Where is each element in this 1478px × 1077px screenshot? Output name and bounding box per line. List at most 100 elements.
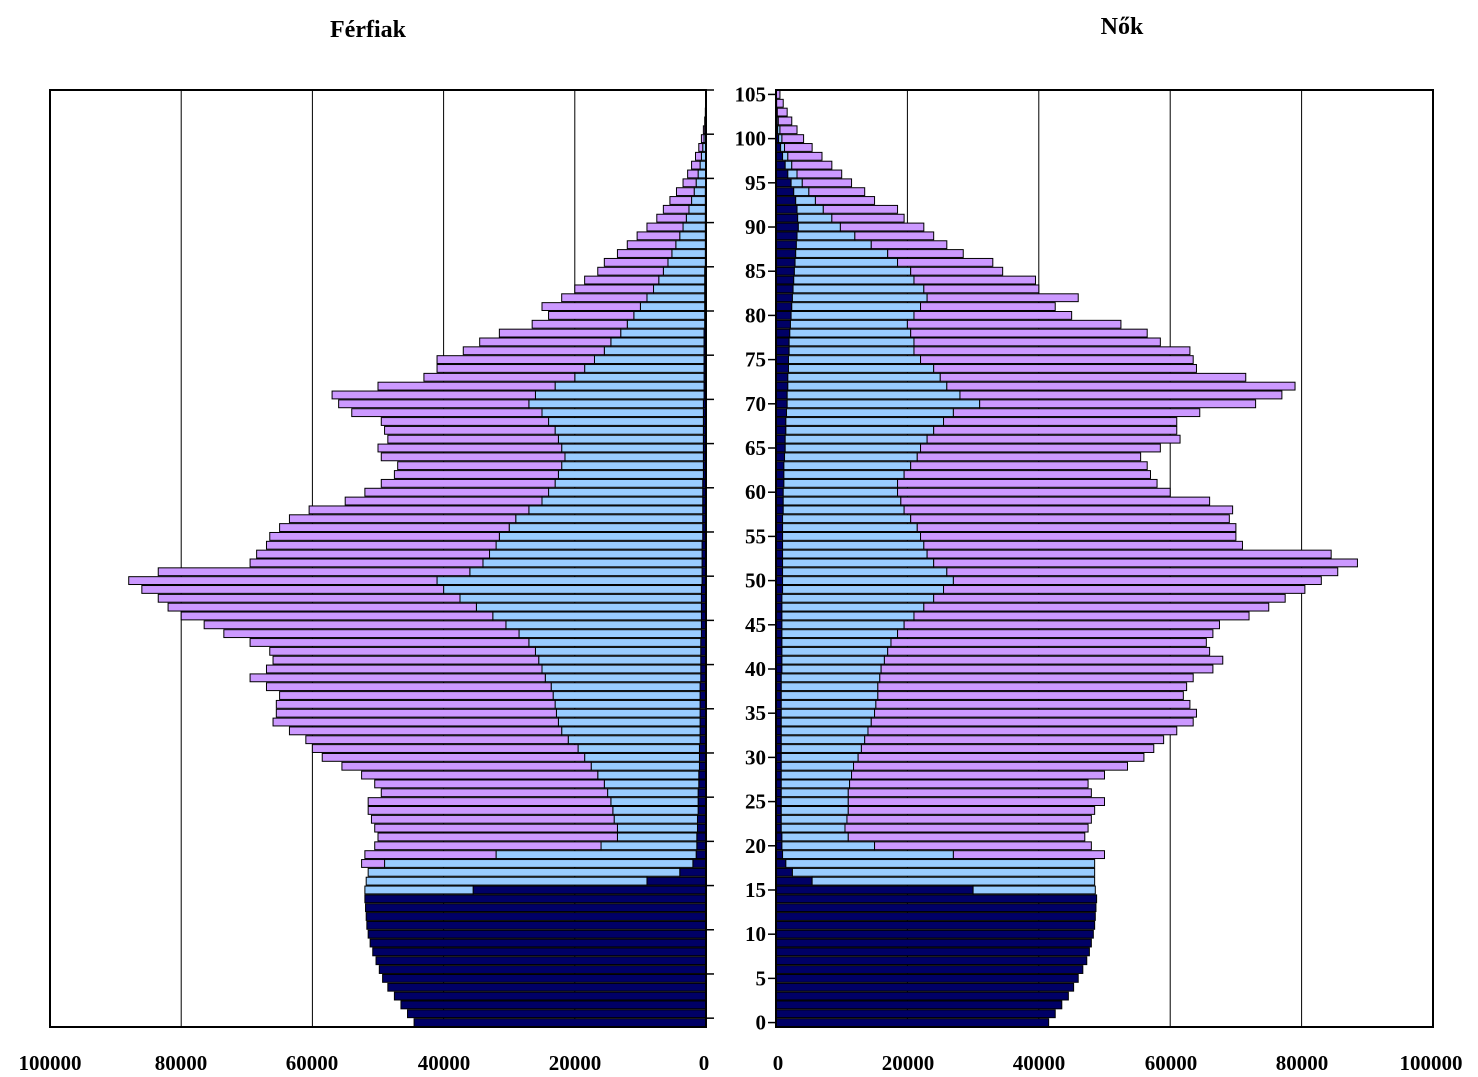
male-bar-segment	[548, 487, 704, 497]
female-bar-segment	[796, 169, 843, 179]
female-bar-segment	[785, 417, 945, 426]
female-bar-segment	[775, 302, 793, 311]
female-xtick-label: 20000	[882, 1051, 935, 1075]
male-bar-segment	[369, 938, 707, 948]
male-bar-segment	[697, 788, 707, 798]
female-bar-segment	[897, 487, 1171, 497]
male-bar-segment	[593, 355, 705, 365]
female-xtick-label: 80000	[1276, 1051, 1329, 1075]
male-bar-segment	[508, 523, 704, 532]
male-bar-segment	[413, 1018, 707, 1028]
female-panel-title: Nők	[1101, 14, 1144, 40]
female-bar-segment	[903, 470, 1151, 479]
female-bar-segment	[780, 806, 849, 815]
female-bar-segment	[794, 257, 899, 267]
female-bar-segment	[793, 275, 915, 285]
male-bar-segment	[382, 973, 707, 983]
male-bar-segment	[538, 655, 702, 665]
male-bar-segment	[374, 841, 602, 851]
female-bar-segment	[780, 682, 879, 692]
female-bar-segment	[926, 549, 1332, 559]
female-bar-segment	[913, 275, 1037, 285]
female-bar-segment	[775, 417, 787, 426]
male-bar-segment	[693, 187, 706, 197]
female-bar-segment	[775, 364, 789, 373]
female-bar-segment	[782, 558, 935, 568]
male-bar-segment	[370, 814, 615, 824]
male-bar-segment	[223, 629, 520, 639]
female-bar-segment	[926, 293, 1079, 303]
female-bar-segment	[849, 779, 1089, 789]
male-bar-segment	[495, 850, 697, 860]
female-bar-segment	[775, 912, 1096, 921]
female-bar-segment	[775, 973, 1079, 983]
female-bar-segment	[775, 390, 788, 400]
age-tick-label: 20	[745, 834, 766, 858]
female-bar-segment	[791, 302, 922, 311]
female-bar-segment	[780, 717, 872, 727]
male-bar-segment	[597, 266, 664, 276]
female-bar-segment	[920, 302, 1056, 311]
female-bar-segment	[781, 611, 915, 621]
male-bar-segment	[557, 717, 701, 727]
female-bar-segment	[775, 275, 795, 285]
male-bar-segment	[607, 788, 699, 798]
female-bar-segment	[775, 266, 795, 276]
male-bar-segment	[311, 744, 579, 753]
female-bar-segment	[780, 779, 851, 789]
male-bar-segment	[384, 425, 556, 435]
female-bar-segment	[787, 151, 823, 161]
female-bar-segment	[775, 160, 786, 170]
female-bar-segment	[775, 187, 795, 197]
female-bar-segment	[775, 408, 788, 418]
male-bar-segment	[603, 257, 669, 267]
age-tick-label: 75	[745, 348, 766, 372]
male-bar-segment	[475, 602, 702, 612]
male-bar-segment	[662, 266, 706, 276]
female-bar-segment	[775, 372, 789, 382]
male-bar-segment	[375, 956, 707, 966]
male-bar-segment	[679, 231, 706, 241]
female-bar-segment	[860, 744, 1155, 753]
male-bar-segment	[675, 240, 706, 250]
male-bar-segment	[482, 558, 703, 568]
female-bar-segment	[780, 770, 853, 780]
age-tick-label: 45	[745, 613, 766, 637]
male-bar-segment	[646, 293, 706, 303]
female-bar-segment	[883, 655, 1224, 665]
male-bar-segment	[555, 708, 701, 718]
male-bar-segment	[479, 337, 612, 347]
male-bar-segment	[662, 204, 690, 214]
female-xtick-label: 60000	[1145, 1051, 1198, 1075]
male-bar-segment	[584, 275, 660, 285]
male-bar-segment	[351, 408, 543, 418]
female-bar-segment	[786, 399, 981, 409]
male-bar-segment	[697, 806, 707, 815]
female-bar-segment	[874, 708, 1197, 718]
male-bar-segment	[541, 664, 702, 674]
male-bar-segment	[554, 699, 701, 709]
male-bar-segment	[380, 788, 609, 798]
male-plot-frame	[49, 89, 707, 1028]
female-bar-segment	[782, 496, 902, 506]
female-bar-segment	[775, 903, 1097, 913]
female-bar-segment	[787, 381, 948, 391]
female-bar-segment	[847, 832, 1086, 842]
male-bar-segment	[667, 257, 706, 267]
male-bar-segment	[374, 779, 605, 789]
male-bar-segment	[698, 779, 707, 789]
female-bar-segment	[784, 434, 928, 444]
female-bar-segment	[877, 682, 1188, 692]
male-bar-segment	[669, 196, 693, 205]
male-bar-segment	[495, 540, 703, 550]
female-bar-segment	[933, 593, 1286, 603]
male-bar-segment	[249, 638, 530, 647]
age-tick-label: 95	[745, 171, 766, 195]
male-bar-segment	[167, 602, 477, 612]
male-bar-segment	[557, 470, 704, 479]
male-xtick-label: 80000	[155, 1051, 208, 1075]
female-bar-segment	[880, 664, 1214, 674]
male-bar-segment	[361, 770, 599, 780]
age-tick-label: 65	[745, 436, 766, 460]
female-bar-segment	[952, 850, 1106, 860]
